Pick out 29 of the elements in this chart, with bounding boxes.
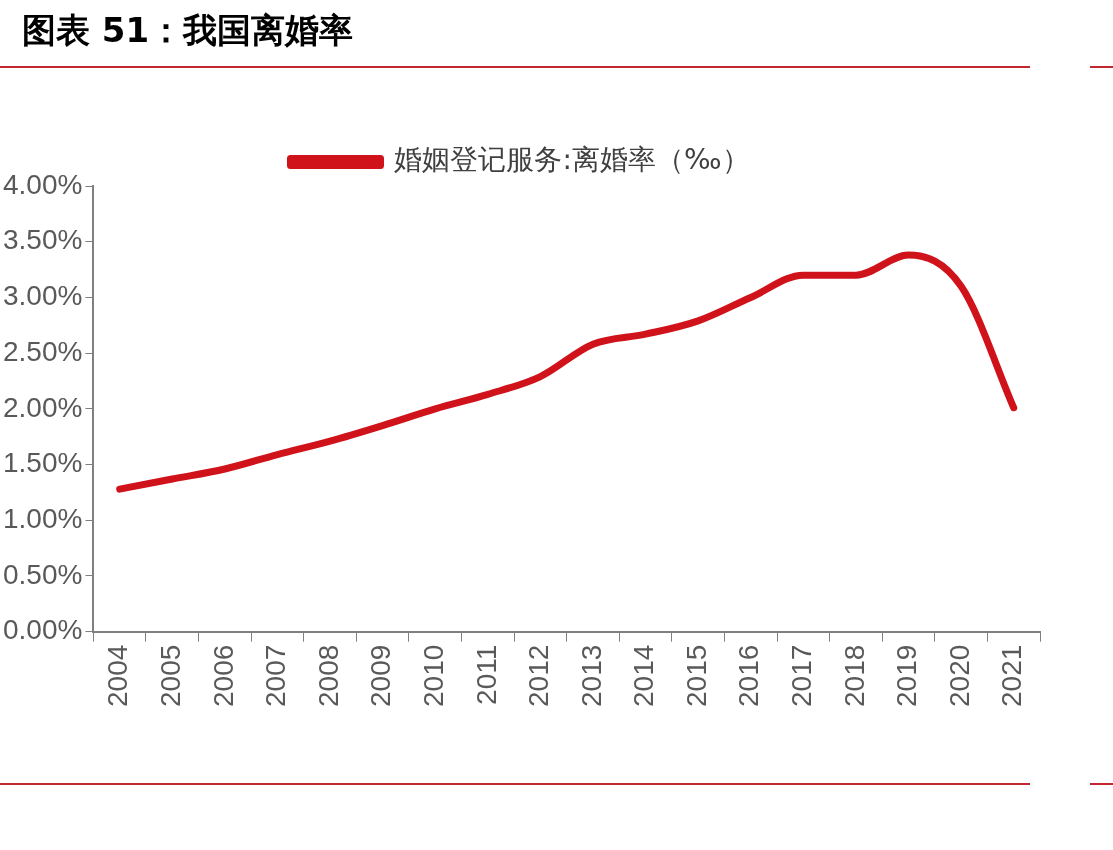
- x-tick-label: 2015: [680, 644, 712, 708]
- y-tick-label: 2.00%: [2, 391, 83, 423]
- x-tick-label: 2011: [470, 644, 502, 705]
- y-tick-label: 1.00%: [2, 503, 83, 534]
- x-tick-label: 2020: [943, 644, 975, 708]
- y-tick-label: 0.50%: [2, 558, 83, 590]
- x-tick-label: 2004: [102, 644, 134, 708]
- x-tick-label: 2014: [628, 644, 660, 708]
- x-tick-label: 2017: [786, 644, 818, 708]
- y-tick-label: 2.50%: [2, 335, 83, 367]
- y-tick-label: 1.50%: [2, 447, 83, 479]
- x-tick-label: 2021: [996, 644, 1028, 708]
- y-tick-label: 0.00%: [2, 614, 83, 646]
- y-tick-label: 4.00%: [2, 168, 83, 200]
- legend-label: 婚姻登记服务:离婚率（‰）: [394, 143, 750, 177]
- y-tick-label: 3.50%: [2, 224, 83, 256]
- x-tick-label: 2008: [312, 644, 344, 708]
- x-tick-label: 2013: [575, 644, 607, 708]
- x-tick-label: 2007: [260, 644, 292, 708]
- x-tick-label: 2010: [417, 644, 449, 708]
- y-tick-label: 3.00%: [2, 280, 83, 312]
- x-tick-label: 2019: [891, 644, 923, 708]
- x-tick-label: 2018: [838, 644, 870, 708]
- x-tick-label: 2012: [523, 644, 555, 708]
- x-tick-label: 2016: [733, 644, 765, 708]
- chart-title: 图表 51：我国离婚率: [22, 9, 354, 52]
- x-tick-label: 2005: [155, 644, 186, 708]
- x-tick-label: 2006: [207, 644, 239, 708]
- x-tick-label: 2009: [365, 644, 397, 708]
